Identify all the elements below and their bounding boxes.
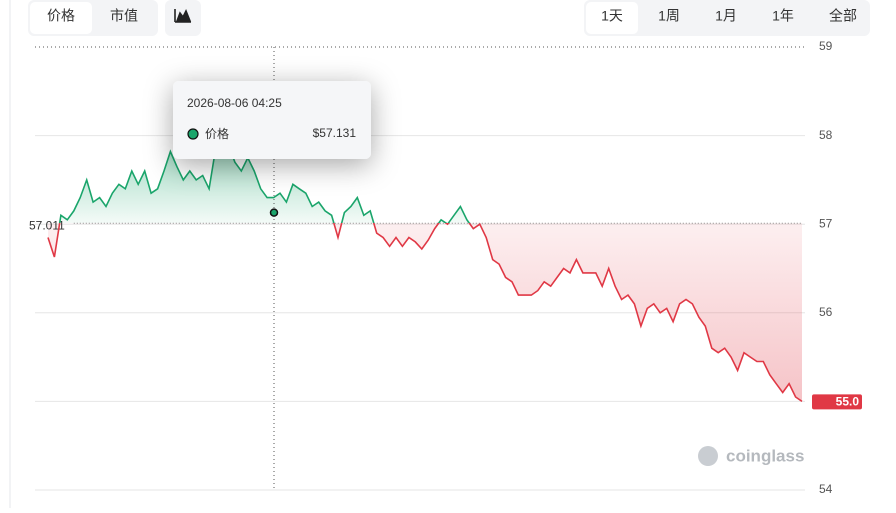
price-line bbox=[47, 138, 803, 403]
y-tick-label: 59 bbox=[819, 39, 833, 53]
chart-icon bbox=[174, 9, 192, 23]
tooltip-series: 价格 bbox=[205, 126, 229, 141]
tooltip-time: 2026-08-06 04:25 bbox=[187, 96, 282, 110]
y-tick-label: 57 bbox=[819, 216, 833, 230]
baseline-label: 57.011 bbox=[29, 218, 65, 232]
y-tick-label: 54 bbox=[819, 482, 833, 496]
watermark-logo bbox=[698, 446, 718, 466]
range-active bbox=[586, 2, 638, 34]
range-button[interactable]: 1周 bbox=[658, 8, 680, 24]
range-button[interactable]: 1天 bbox=[601, 8, 623, 24]
area bbox=[48, 140, 802, 402]
last-value-box bbox=[812, 394, 862, 410]
range-button[interactable]: 全部 bbox=[829, 8, 857, 24]
tab[interactable]: 价格 bbox=[47, 8, 75, 24]
y-tick-label: 58 bbox=[819, 128, 833, 142]
hover-dot bbox=[269, 208, 279, 217]
range-button[interactable]: 1月 bbox=[715, 8, 737, 24]
range-group bbox=[584, 0, 870, 36]
range-button[interactable]: 1年 bbox=[772, 8, 794, 24]
tab[interactable]: 市值 bbox=[110, 8, 138, 24]
watermark: coinglass bbox=[726, 446, 804, 465]
y-tick-label: 56 bbox=[819, 305, 833, 319]
tooltip bbox=[173, 81, 371, 159]
last-value-label: 55.0 bbox=[836, 395, 860, 409]
tooltip-value: $57.131 bbox=[313, 126, 357, 140]
tab-active bbox=[30, 2, 92, 34]
tooltip-swatch bbox=[187, 128, 199, 140]
